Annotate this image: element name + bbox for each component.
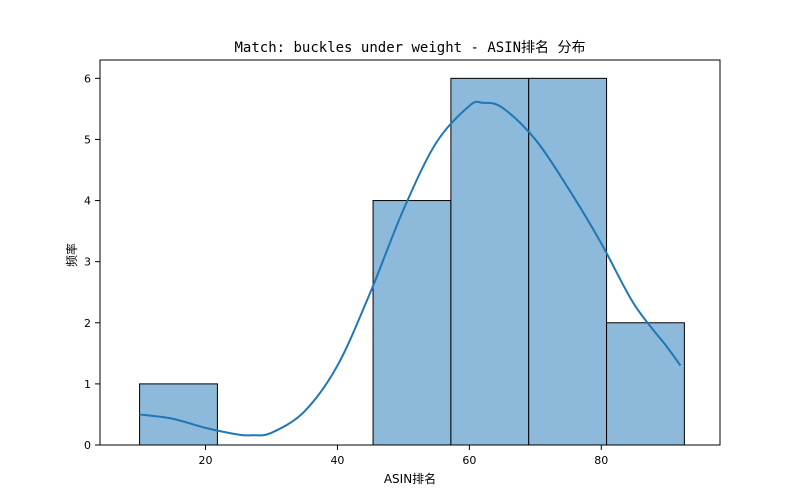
y-axis-label: 频率 xyxy=(64,243,79,267)
histogram-bar-6 xyxy=(606,322,685,446)
chart-title: Match: buckles under weight - ASIN排名 分布 xyxy=(234,40,585,56)
histogram-bar-4 xyxy=(450,77,530,446)
y-tick-label: 0 xyxy=(84,439,91,452)
x-tick-label: 20 xyxy=(199,454,213,467)
x-tick-label: 40 xyxy=(330,454,344,467)
y-tick-label: 6 xyxy=(84,72,91,85)
x-tick-label: 80 xyxy=(594,454,608,467)
bars-group xyxy=(139,77,685,446)
y-tick-label: 5 xyxy=(84,133,91,146)
y-tick-label: 4 xyxy=(84,195,91,208)
y-tick-label: 3 xyxy=(84,256,91,269)
y-axis-ticks: 0 1 2 3 4 5 6 xyxy=(84,72,100,452)
kde-curve xyxy=(139,100,682,437)
histogram-bar-3 xyxy=(372,200,452,446)
plot-frame xyxy=(99,59,721,446)
x-tick-label: 60 xyxy=(462,454,476,467)
x-axis-ticks: 20 40 60 80 xyxy=(199,445,608,467)
x-axis-label: ASIN排名 xyxy=(384,471,436,486)
histogram-bar-5 xyxy=(528,77,608,446)
y-tick-label: 2 xyxy=(84,317,91,330)
histogram-bar-0 xyxy=(139,383,218,446)
y-tick-label: 1 xyxy=(84,378,91,391)
